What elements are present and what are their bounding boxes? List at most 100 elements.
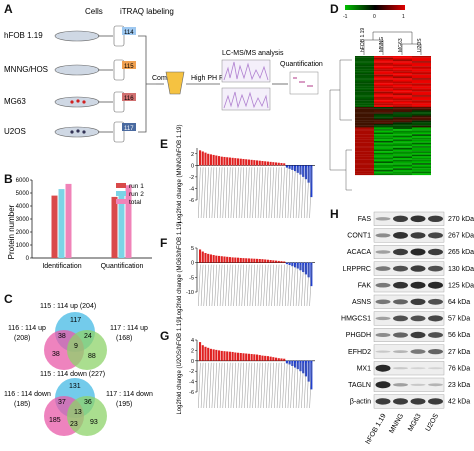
- panel-letter-g: G: [160, 329, 170, 343]
- bar: [275, 357, 278, 361]
- heatmap-cell: [355, 90, 374, 92]
- tube: [113, 121, 125, 143]
- cell-dot: [70, 130, 74, 134]
- heatmap-cell: [355, 129, 374, 131]
- blot-band: [393, 367, 408, 370]
- cells-header: Cells: [85, 7, 103, 16]
- bar: [220, 350, 223, 361]
- bar: [207, 347, 210, 361]
- y-tick-label: -6: [189, 390, 194, 396]
- bar: [209, 348, 212, 361]
- heatmap-cell: [374, 101, 393, 104]
- gene-label-mark: [214, 362, 217, 409]
- bar: [256, 160, 259, 166]
- gene-label-mark: [255, 264, 258, 307]
- heatmap-cell: [355, 112, 374, 114]
- heatmap-cell: [412, 112, 431, 114]
- column-dendrogram: [363, 31, 422, 55]
- y-tick-label: 0: [191, 261, 194, 267]
- protein-label: ASNS: [352, 299, 371, 306]
- bar: [226, 351, 229, 361]
- blot-band: [410, 298, 426, 305]
- bar: [258, 259, 261, 263]
- heatmap-cell: [374, 56, 393, 58]
- panel-letter-e: E: [160, 137, 169, 151]
- heatmap-cell: [412, 118, 431, 121]
- tag-label: 115: [124, 64, 134, 70]
- heatmap-cell: [412, 81, 431, 84]
- bar: [212, 154, 215, 166]
- heatmap-cell: [412, 173, 431, 176]
- heatmap-cell: [412, 105, 431, 108]
- bar: [204, 152, 207, 166]
- heatmap-cell: [412, 110, 431, 113]
- gene-label-mark: [200, 167, 204, 219]
- bar: [250, 159, 253, 166]
- gene-label-mark: [295, 264, 299, 307]
- gene-label-mark: [306, 362, 310, 409]
- protein-label: FAS: [358, 216, 372, 223]
- heatmap-cell: [374, 163, 393, 165]
- bar: [201, 345, 204, 361]
- panel-letter-h: H: [330, 207, 339, 221]
- heatmap-cell: [393, 154, 412, 157]
- heatmap-cell: [393, 125, 412, 128]
- gene-label-mark: [276, 362, 280, 409]
- gene-label-mark: [295, 167, 299, 219]
- bar: [218, 255, 221, 263]
- gene-label-mark: [236, 167, 239, 219]
- heatmap-cell: [393, 88, 412, 91]
- bar: [237, 257, 240, 263]
- heatmap-cell: [355, 149, 374, 152]
- heatmap-cell: [412, 152, 431, 155]
- gene-label-mark: [279, 167, 282, 219]
- gene-label-mark: [279, 362, 282, 409]
- bar: [256, 354, 259, 361]
- blot-strip: [373, 278, 445, 293]
- heatmap-cell: [393, 113, 412, 116]
- heatmap-cell: [412, 125, 431, 128]
- heatmap-cell: [355, 100, 374, 102]
- bar: [111, 196, 118, 258]
- heatmap-cell: [374, 124, 393, 126]
- gene-label-mark: [236, 264, 239, 307]
- venn-up-right: 117 : 114 up: [110, 325, 148, 332]
- y-tick-label: 5000: [16, 191, 30, 197]
- bar: [199, 249, 202, 263]
- heatmap-cell: [374, 79, 393, 82]
- heatmap-cell: [393, 61, 412, 63]
- protein-label: TAGLN: [348, 382, 371, 389]
- blot-band: [375, 381, 391, 389]
- gene-label-mark: [252, 264, 255, 307]
- protein-label: EFHD2: [348, 349, 371, 356]
- heatmap-cell: [393, 127, 412, 130]
- bar: [231, 351, 234, 361]
- cell-dot: [70, 100, 74, 104]
- blot-band: [428, 232, 443, 239]
- heatmap-cell: [355, 117, 374, 119]
- bar: [209, 254, 212, 263]
- gene-label-mark: [230, 167, 234, 219]
- heatmap-cell: [355, 57, 374, 60]
- bar: [250, 258, 253, 263]
- gene-label-mark: [304, 167, 307, 219]
- bar: [264, 259, 267, 263]
- heatmap-cell: [355, 144, 374, 147]
- gene-label-mark: [241, 264, 244, 307]
- gene-label-mark: [241, 362, 244, 409]
- heatmap-cell: [393, 79, 412, 82]
- heatmap-cell: [393, 156, 412, 159]
- heatmap-cell: [355, 113, 374, 116]
- gene-label-mark: [290, 264, 293, 307]
- heatmap-cell: [355, 125, 374, 128]
- gene-label-mark: [268, 264, 272, 307]
- heatmap-cell: [393, 59, 412, 62]
- heatmap-cell: [374, 83, 393, 85]
- gene-label-mark: [274, 362, 277, 409]
- heatmap-column-label: hFOB 1.19: [360, 28, 366, 52]
- blot-band: [410, 331, 426, 339]
- bar: [288, 360, 291, 365]
- gene-label-mark: [225, 167, 228, 219]
- heatmap-cell: [412, 161, 431, 164]
- gene-label-mark: [279, 264, 282, 307]
